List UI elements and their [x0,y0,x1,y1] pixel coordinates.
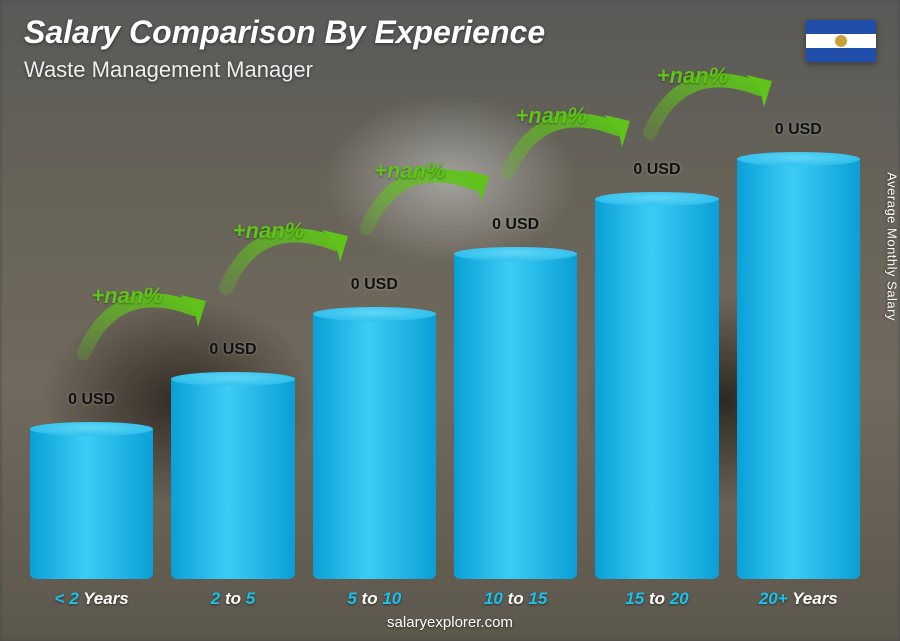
flag-stripe-bottom [806,48,876,62]
bar-2: +nan%0 USD5 to 10 [313,276,436,579]
bar-5: +nan%0 USD20+ Years [737,121,860,579]
bar-top-ellipse [313,307,436,321]
increase-pct-label: +nan% [374,158,446,184]
y-axis-label: Average Monthly Salary [885,172,900,321]
bar-1: +nan%0 USD2 to 5 [171,341,294,579]
flag-emblem [835,35,847,47]
salary-bar-chart: 0 USD< 2 Years+nan%0 USD2 to 5+nan%0 USD… [30,109,860,579]
bar-cylinder [313,300,436,579]
increase-pct-label: +nan% [91,283,163,309]
bar-category-label: 20+ Years [712,589,885,609]
bar-cylinder [171,365,294,579]
bar-body [313,314,436,579]
bar-4: +nan%0 USD15 to 20 [595,161,718,579]
bar-top-ellipse [30,422,153,436]
bar-value-label: 0 USD [351,276,398,294]
bar-cylinder [737,145,860,579]
bar-cylinder [454,240,577,579]
bar-0: 0 USD< 2 Years [30,391,153,579]
bar-value-label: 0 USD [492,216,539,234]
bar-body [171,379,294,579]
bar-body [454,254,577,579]
bar-value-label: 0 USD [633,161,680,179]
bar-top-ellipse [737,152,860,166]
bar-top-ellipse [595,192,718,206]
country-flag [806,20,876,62]
bar-value-label: 0 USD [68,391,115,409]
page-title: Salary Comparison By Experience [24,14,876,51]
footer-credit: salaryexplorer.com [0,614,900,631]
flag-stripe-top [806,20,876,34]
increase-pct-label: +nan% [233,218,305,244]
bar-value-label: 0 USD [209,341,256,359]
bar-value-label: 0 USD [775,121,822,139]
bar-top-ellipse [171,372,294,386]
increase-pct-label: +nan% [657,63,729,89]
bar-cylinder [30,415,153,579]
increase-pct-label: +nan% [515,103,587,129]
bar-3: +nan%0 USD10 to 15 [454,216,577,579]
page-subtitle: Waste Management Manager [24,57,876,83]
bar-body [595,199,718,579]
bar-body [737,159,860,579]
header: Salary Comparison By Experience Waste Ma… [24,14,876,83]
bar-body [30,429,153,579]
bar-top-ellipse [454,247,577,261]
bar-cylinder [595,185,718,579]
